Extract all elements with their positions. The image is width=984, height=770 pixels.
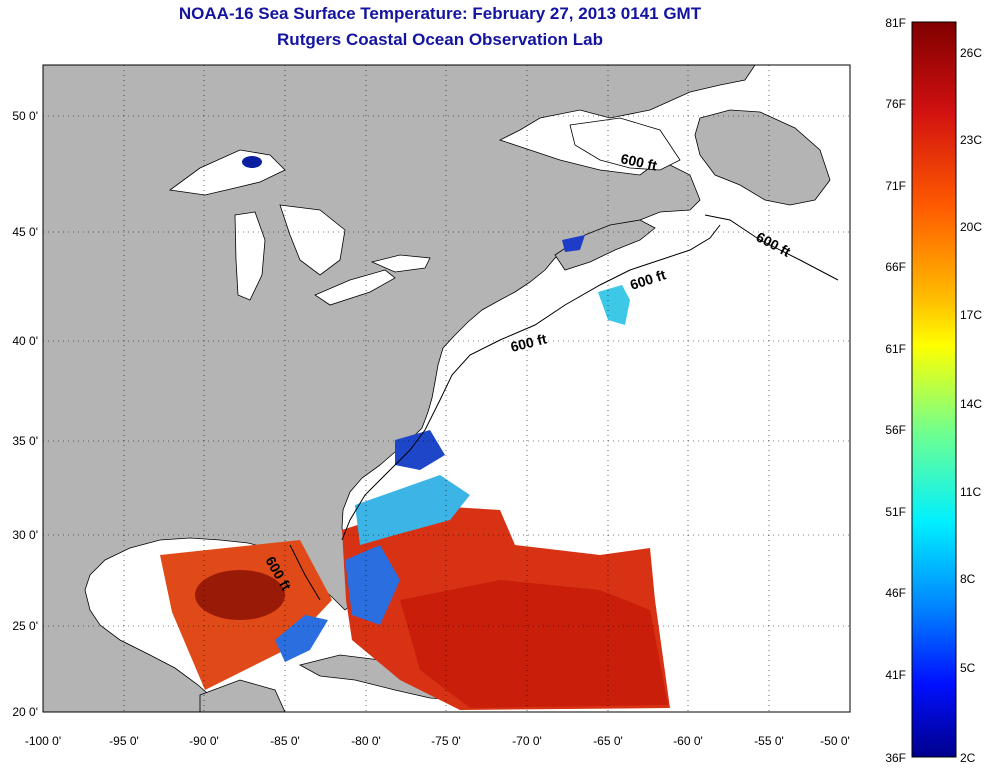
nova-scotia bbox=[554, 219, 656, 271]
fahrenheit-label: 41F bbox=[885, 668, 906, 682]
sst-shelf-cool bbox=[355, 475, 470, 545]
lon-tick-label: -65 0' bbox=[593, 734, 623, 748]
fahrenheit-label: 56F bbox=[885, 423, 906, 437]
lon-tick-label: -95 0' bbox=[109, 734, 139, 748]
celsius-label: 8C bbox=[960, 572, 976, 586]
celsius-label: 14C bbox=[960, 397, 982, 411]
map-subtitle: Rutgers Coastal Ocean Observation Lab bbox=[277, 30, 603, 49]
sst-cape-cod-patch bbox=[598, 285, 630, 325]
lon-tick-label: -90 0' bbox=[189, 734, 219, 748]
map-frame bbox=[42, 64, 851, 713]
lon-tick-label: -100 0' bbox=[25, 734, 61, 748]
fahrenheit-label: 36F bbox=[885, 751, 906, 765]
lat-tick-label: 20 0' bbox=[12, 705, 38, 719]
lake-michigan bbox=[234, 211, 266, 301]
isobath-600ft bbox=[289, 214, 839, 601]
sst-fundy-patch bbox=[562, 235, 585, 252]
fahrenheit-label: 46F bbox=[885, 586, 906, 600]
lon-tick-label: -70 0' bbox=[512, 734, 542, 748]
map-title: NOAA-16 Sea Surface Temperature: Februar… bbox=[178, 4, 702, 23]
latitude-ticks: 50 0' 45 0' 40 0' 35 0' 30 0' 25 0' 20 0… bbox=[12, 109, 38, 719]
lon-tick-label: -60 0' bbox=[673, 734, 703, 748]
lat-tick-label: 30 0' bbox=[12, 528, 38, 542]
fahrenheit-label: 71F bbox=[885, 179, 906, 193]
gulf-st-lawrence bbox=[569, 117, 681, 171]
fahrenheit-label: 61F bbox=[885, 342, 906, 356]
lat-tick-label: 40 0' bbox=[12, 334, 38, 348]
lon-tick-label: -80 0' bbox=[351, 734, 381, 748]
celsius-label: 5C bbox=[960, 661, 976, 675]
sst-atlantic-south bbox=[400, 580, 668, 708]
lon-tick-label: -55 0' bbox=[754, 734, 784, 748]
lat-tick-label: 35 0' bbox=[12, 434, 38, 448]
sst-superior-patch bbox=[242, 156, 262, 168]
fahrenheit-label: 81F bbox=[885, 16, 906, 30]
fahrenheit-label: 51F bbox=[885, 505, 906, 519]
map-plot-area: 600 ft 600 ft 600 ft 600 ft 600 ft bbox=[43, 65, 850, 712]
isobath-label-north: 600 ft bbox=[619, 150, 658, 173]
lon-tick-label: -50 0' bbox=[820, 734, 850, 748]
lon-tick-label: -85 0' bbox=[270, 734, 300, 748]
lake-huron bbox=[279, 204, 346, 276]
celsius-label: 20C bbox=[960, 220, 982, 234]
lat-tick-label: 45 0' bbox=[12, 225, 38, 239]
land-mass bbox=[43, 65, 756, 712]
sst-gulf-hotspot bbox=[195, 570, 285, 620]
lake-ontario bbox=[370, 254, 431, 273]
celsius-label: 23C bbox=[960, 133, 982, 147]
celsius-label: 26C bbox=[960, 46, 982, 60]
celsius-label: 2C bbox=[960, 751, 976, 765]
lon-tick-label: -75 0' bbox=[431, 734, 461, 748]
celsius-label: 11C bbox=[960, 485, 981, 499]
yucatan bbox=[199, 679, 286, 712]
lake-erie bbox=[314, 269, 396, 306]
sst-stream-cool bbox=[345, 545, 400, 625]
colorbar-c-labels: 26C 23C 20C 17C 14C 11C 8C 5C 2C bbox=[960, 46, 982, 765]
sst-gulf-cool bbox=[275, 615, 328, 662]
longitude-ticks: -100 0' -95 0' -90 0' -85 0' -80 0' -75 … bbox=[25, 734, 850, 748]
newfoundland bbox=[694, 109, 831, 206]
colorbar-f-labels: 81F 76F 71F 66F 61F 56F 51F 46F 41F 36F bbox=[885, 16, 906, 765]
celsius-label: 17C bbox=[960, 308, 982, 322]
lat-tick-label: 25 0' bbox=[12, 619, 38, 633]
fahrenheit-label: 66F bbox=[885, 260, 906, 274]
fahrenheit-label: 76F bbox=[885, 97, 906, 111]
lat-tick-label: 50 0' bbox=[12, 109, 38, 123]
sst-blue-patch bbox=[395, 430, 445, 470]
colorbar bbox=[911, 21, 957, 758]
